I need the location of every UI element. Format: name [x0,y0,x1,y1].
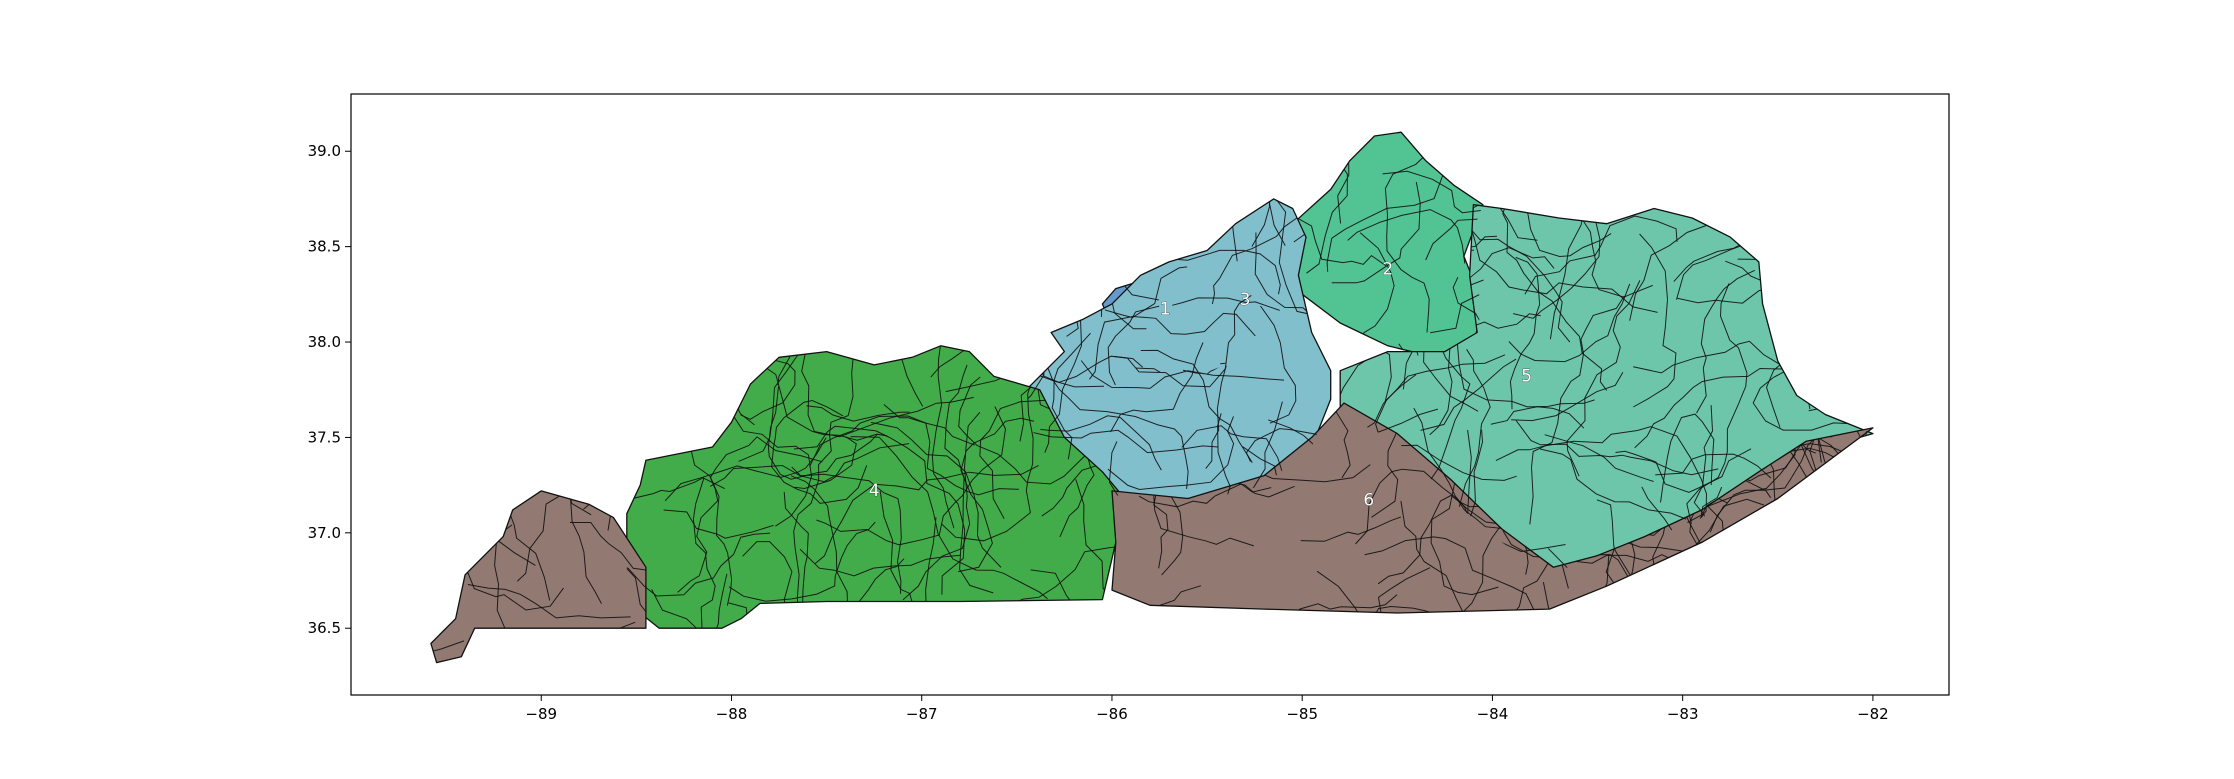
y-tick-label: 37.5 [308,428,341,446]
plot-frame [350,93,1950,696]
district-label-6: 6 [1363,490,1374,510]
y-tick-label: 39.0 [308,142,341,160]
district-label-2: 2 [1382,260,1393,280]
y-tick-label: 38.5 [308,238,341,256]
y-tick-label: 37.0 [308,524,341,542]
x-tick-label: −86 [1096,705,1128,723]
x-tick-label: −88 [716,705,748,723]
district-6-area [1111,402,1874,614]
y-tick-label: 36.5 [308,619,341,637]
x-tick-label: −84 [1477,705,1509,723]
district-4-area [626,345,1123,629]
district-label-5: 5 [1521,366,1532,386]
district-label-4: 4 [869,481,880,501]
x-tick-label: −85 [1286,705,1318,723]
x-tick-label: −87 [906,705,938,723]
y-tick-label: 38.0 [308,333,341,351]
district-label-1: 1 [1160,300,1171,320]
y-axis-ticks: 36.5 37.0 37.5 38.0 38.5 39.0 [308,142,351,637]
x-tick-label: −83 [1667,705,1699,723]
x-axis-ticks: −89 −88 −87 −86 −85 −84 −83 −82 [525,695,1889,723]
x-tick-label: −89 [525,705,557,723]
x-tick-label: −82 [1857,705,1889,723]
district-labels: 1 2 3 4 5 6 [868,259,1532,510]
district-label-3: 3 [1240,290,1251,310]
district-extra-6-area [430,490,647,664]
